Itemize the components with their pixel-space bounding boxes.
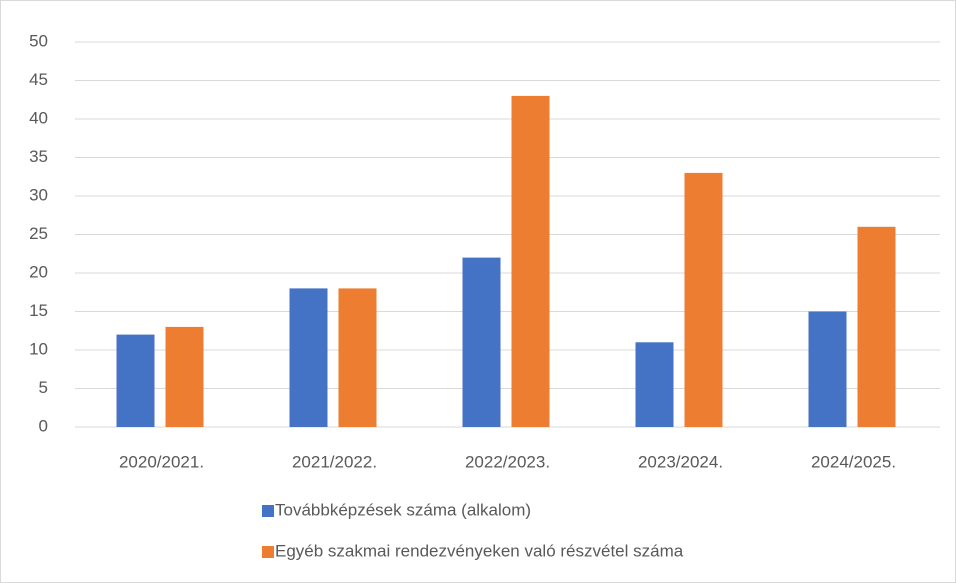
- legend-label: Továbbképzések száma (alkalom): [275, 500, 531, 519]
- legend-swatch: [262, 546, 274, 558]
- bar: [808, 311, 847, 427]
- y-tick-label: 25: [29, 224, 48, 243]
- y-tick-label: 40: [29, 108, 48, 127]
- bar: [165, 326, 204, 427]
- y-tick-label: 5: [39, 378, 48, 397]
- bar: [462, 257, 501, 427]
- bar: [116, 334, 155, 427]
- x-tick-label: 2023/2024.: [638, 452, 723, 471]
- x-tick-label: 2020/2021.: [119, 452, 204, 471]
- legend-label: Egyéb szakmai rendezvényeken való részvé…: [275, 541, 684, 560]
- bar: [511, 95, 550, 428]
- bar: [684, 172, 723, 427]
- legend-swatch: [262, 505, 274, 517]
- y-tick-label: 35: [29, 147, 48, 166]
- y-tick-label: 30: [29, 185, 48, 204]
- bar: [289, 288, 328, 427]
- bar: [635, 342, 674, 427]
- y-tick-label: 0: [39, 416, 48, 435]
- y-tick-label: 20: [29, 262, 48, 281]
- x-tick-label: 2022/2023.: [465, 452, 550, 471]
- y-tick-label: 45: [29, 70, 48, 89]
- y-tick-label: 15: [29, 301, 48, 320]
- x-tick-label: 2021/2022.: [292, 452, 377, 471]
- y-tick-label: 50: [29, 31, 48, 50]
- bar: [857, 226, 896, 427]
- x-tick-label: 2024/2025.: [811, 452, 896, 471]
- bar: [338, 288, 377, 427]
- y-tick-label: 10: [29, 339, 48, 358]
